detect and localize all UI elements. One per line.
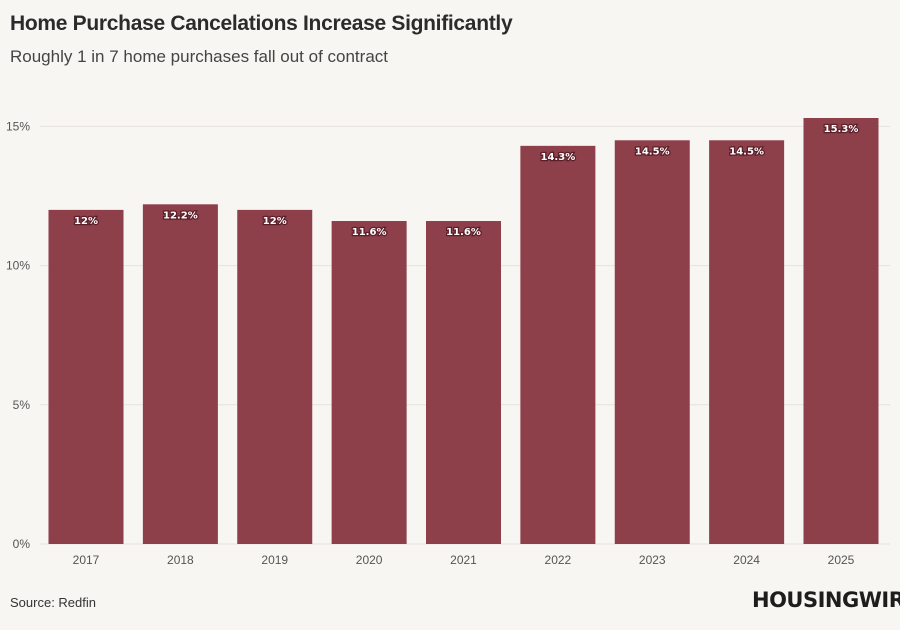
bar-data-label: 12.2% [163, 210, 198, 221]
x-tick-label: 2017 [73, 553, 100, 567]
chart-title: Home Purchase Cancelations Increase Sign… [10, 12, 513, 35]
bar-data-label: 11.6% [352, 227, 387, 238]
bar-data-label: 15.3% [824, 124, 859, 135]
x-tick-label: 2023 [639, 553, 666, 567]
y-tick-label: 5% [13, 398, 31, 412]
bar [237, 209, 313, 544]
source-note: Source: Redfin [10, 595, 96, 610]
bar-data-label: 14.3% [541, 152, 576, 163]
bar-data-label: 11.6% [446, 227, 481, 238]
bar-data-label: 12% [74, 216, 98, 227]
bar [48, 209, 124, 544]
bar-data-label: 12% [263, 216, 287, 227]
x-tick-label: 2020 [356, 553, 383, 567]
x-tick-label: 2021 [450, 553, 477, 567]
y-tick-label: 10% [6, 259, 30, 273]
x-tick-label: 2024 [733, 553, 760, 567]
bar [142, 204, 218, 544]
x-tick-label: 2019 [261, 553, 288, 567]
y-tick-label: 15% [6, 119, 30, 133]
x-tick-label: 2018 [167, 553, 194, 567]
bar [520, 145, 596, 544]
x-tick-label: 2025 [828, 553, 855, 567]
y-tick-label: 0% [13, 537, 31, 551]
housingwire-logo: HOUSINGWIRE [752, 588, 900, 612]
bar [331, 221, 407, 545]
bar [803, 118, 879, 544]
bar-data-label: 14.5% [635, 146, 670, 157]
bar-data-label: 14.5% [729, 146, 764, 157]
x-tick-label: 2022 [545, 553, 572, 567]
chart-subtitle: Roughly 1 in 7 home purchases fall out o… [10, 47, 388, 66]
bar [426, 221, 501, 545]
bar [709, 140, 785, 544]
bar [614, 140, 690, 544]
